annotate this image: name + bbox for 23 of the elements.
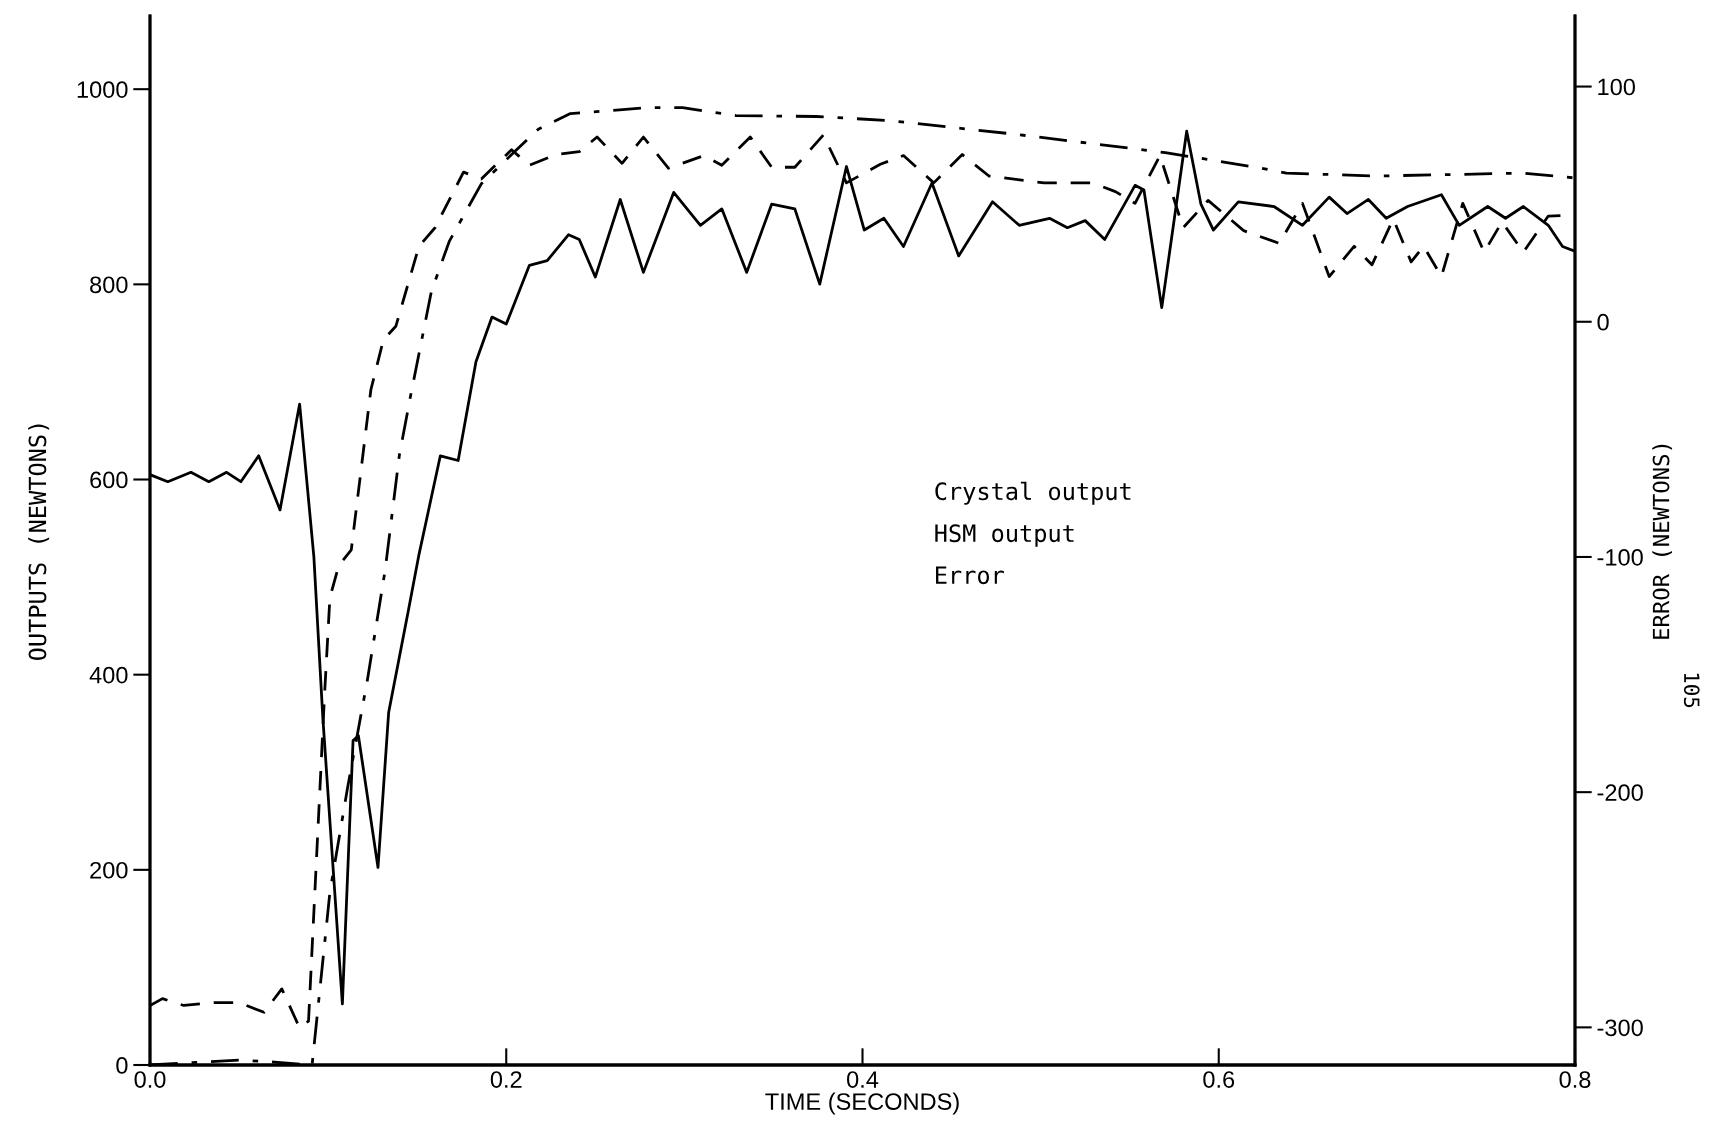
y-axis-title: OUTPUTS (NEWTONS): [28, 424, 50, 660]
x-tick-label: 0.0: [134, 1071, 166, 1088]
text: 105: [1683, 673, 1700, 708]
y2-axis-title: ERROR (NEWTONS): [1652, 444, 1673, 639]
y-tick-label: 1000: [77, 81, 128, 98]
x-tick-label: 0.8: [1559, 1071, 1591, 1088]
y-tick-label: 0: [116, 1057, 128, 1074]
y2-tick-label: -100: [1597, 549, 1643, 566]
annotation: Crystal output: [935, 481, 1131, 505]
x-tick-label: 0.4: [847, 1071, 879, 1088]
y2-tick-label: 0: [1597, 313, 1609, 331]
annotation: Error: [936, 566, 1004, 585]
y-tick-label: 400: [89, 666, 128, 684]
y2-tick-label: 100: [1598, 78, 1635, 96]
y2-tick-label: -300: [1597, 1019, 1643, 1037]
y-tick-label: 200: [90, 861, 128, 879]
x-tick-label: 0.6: [1203, 1071, 1235, 1088]
x-axis-title: TIME (SECONDS): [765, 1092, 959, 1115]
annotation: HSM output: [935, 524, 1074, 547]
y2-tick-label: -200: [1597, 784, 1643, 801]
y-tick-label: 800: [90, 276, 128, 294]
x-tick-label: 0.2: [490, 1071, 522, 1088]
y-tick-label: 600: [90, 471, 128, 489]
